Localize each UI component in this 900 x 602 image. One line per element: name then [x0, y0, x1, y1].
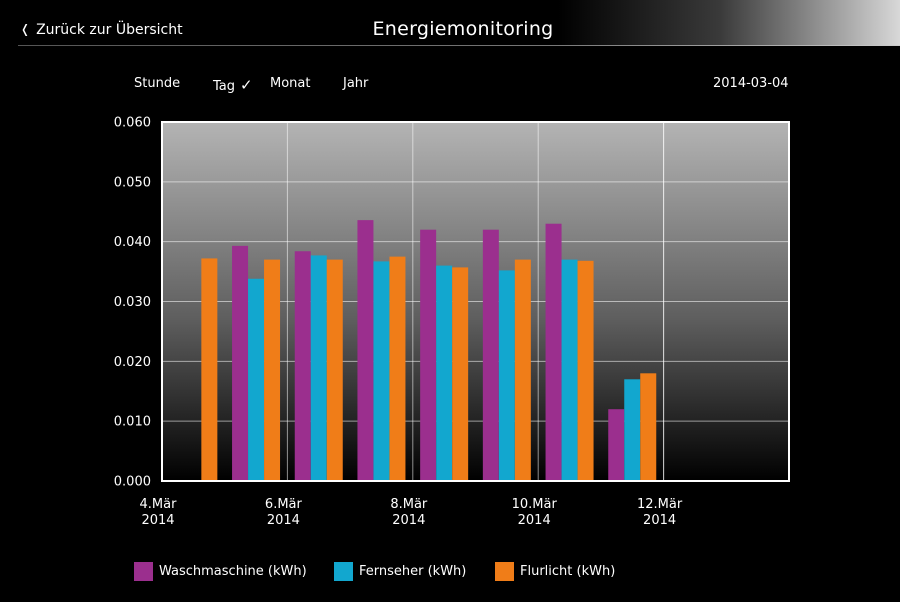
x-tick-label: 6.Mär	[265, 497, 303, 512]
bar-flurlicht	[452, 267, 469, 481]
bar-fernseher	[498, 270, 515, 481]
x-tick-label: 12.Mär	[637, 497, 683, 512]
bar-fernseher	[248, 278, 265, 481]
bar-waschmaschine	[482, 229, 499, 481]
y-tick-label: 0.040	[114, 235, 151, 250]
bar-waschmaschine	[545, 223, 562, 481]
x-tick-label-year: 2014	[267, 513, 300, 528]
bar-waschmaschine	[294, 251, 311, 481]
legend-label-fernseher: Fernseher (kWh)	[359, 563, 467, 579]
x-tick-label-year: 2014	[643, 513, 676, 528]
back-to-overview-button[interactable]: ❬ Zurück zur Übersicht	[20, 22, 183, 38]
date-label: 2014-03-04	[713, 76, 789, 91]
x-tick-label-year: 2014	[141, 513, 174, 528]
bar-flurlicht	[389, 256, 406, 481]
header-bar	[0, 0, 900, 46]
bar-flurlicht	[577, 260, 594, 481]
legend-label-waschmaschine: Waschmaschine (kWh)	[159, 563, 307, 579]
legend-item-waschmaschine: Waschmaschine (kWh)	[134, 561, 307, 581]
y-tick-label: 0.030	[114, 295, 151, 310]
bar-fernseher	[624, 379, 641, 481]
chevron-left-icon: ❬	[20, 22, 31, 36]
header-divider	[18, 45, 900, 46]
bar-waschmaschine	[232, 245, 249, 481]
bar-fernseher	[436, 265, 453, 481]
legend-item-flurlicht: Flurlicht (kWh)	[495, 561, 615, 581]
bar-flurlicht	[201, 258, 218, 481]
x-tick-label: 8.Mär	[390, 497, 428, 512]
bar-fernseher	[373, 261, 390, 481]
tab-jahr[interactable]: Jahr	[343, 76, 368, 91]
y-tick-label: 0.060	[114, 116, 151, 131]
checkmark-icon: ✓	[240, 76, 253, 94]
bar-waschmaschine	[608, 409, 625, 481]
page-title: Energiemonitoring	[372, 18, 554, 40]
tab-stunde[interactable]: Stunde	[134, 76, 180, 91]
bar-waschmaschine	[420, 229, 437, 481]
x-tick-label: 4.Mär	[140, 497, 178, 512]
tab-tag-label: Tag	[213, 79, 236, 94]
tab-jahr-label: Jahr	[343, 76, 369, 91]
x-tick-label-year: 2014	[518, 513, 551, 528]
bar-flurlicht	[264, 259, 281, 481]
y-tick-label: 0.050	[114, 175, 151, 190]
y-tick-label: 0.000	[114, 475, 151, 490]
y-tick-label: 0.010	[114, 415, 151, 430]
bar-fernseher	[310, 255, 327, 481]
legend-label-flurlicht: Flurlicht (kWh)	[520, 563, 616, 579]
legend-swatch-waschmaschine	[134, 561, 153, 581]
plot-frame	[161, 121, 790, 482]
x-tick-label-year: 2014	[392, 513, 425, 528]
bar-fernseher	[561, 259, 578, 481]
legend-item-fernseher: Fernseher (kWh)	[334, 561, 466, 581]
y-tick-label: 0.020	[114, 355, 151, 370]
tab-monat[interactable]: Monat	[270, 76, 310, 91]
bar-flurlicht	[514, 259, 531, 481]
tab-tag[interactable]: Tag ✓	[213, 76, 253, 94]
legend-swatch-fernseher	[334, 561, 353, 581]
x-tick-label: 10.Mär	[512, 497, 558, 512]
bar-waschmaschine	[357, 220, 374, 482]
tab-stunde-label: Stunde	[134, 76, 181, 91]
bar-flurlicht	[326, 259, 343, 481]
back-button-label: Zurück zur Übersicht	[36, 22, 183, 38]
legend-swatch-flurlicht	[495, 561, 514, 581]
tab-monat-label: Monat	[270, 76, 311, 91]
bar-flurlicht	[640, 373, 657, 481]
